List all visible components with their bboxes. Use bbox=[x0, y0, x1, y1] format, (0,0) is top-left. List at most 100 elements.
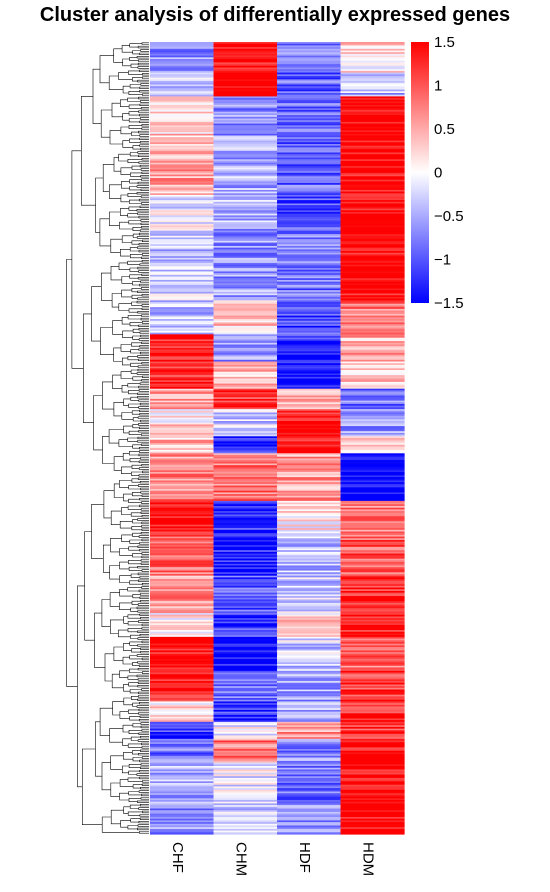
heatmap-cell bbox=[150, 228, 215, 232]
heatmap-cell bbox=[213, 609, 278, 612]
heatmap-cell bbox=[213, 288, 278, 291]
heatmap-cell bbox=[213, 251, 278, 254]
heatmap-cell bbox=[150, 658, 215, 662]
heatmap-cell bbox=[213, 602, 278, 606]
heatmap-cell bbox=[340, 526, 405, 529]
heatmap-cell bbox=[150, 121, 215, 125]
heatmap-cell bbox=[150, 349, 215, 352]
heatmap-cell bbox=[277, 548, 342, 551]
heatmap-cell bbox=[340, 534, 405, 538]
heatmap-cell bbox=[213, 798, 278, 801]
heatmap-cell bbox=[340, 694, 405, 697]
heatmap-cell bbox=[213, 648, 278, 652]
heatmap-cell bbox=[277, 176, 342, 179]
heatmap-cell bbox=[340, 621, 405, 624]
heatmap-cell bbox=[340, 747, 405, 750]
heatmap-cell bbox=[340, 745, 405, 748]
heatmap-cell bbox=[340, 570, 405, 573]
heatmap-cell bbox=[340, 567, 405, 570]
heatmap-cell bbox=[213, 339, 278, 342]
heatmap-cell bbox=[340, 618, 405, 621]
heatmap-cell bbox=[150, 584, 215, 587]
heatmap-cell bbox=[340, 721, 405, 725]
heatmap-cell bbox=[213, 465, 278, 468]
heatmap-cell bbox=[277, 443, 342, 446]
heatmap-cell bbox=[277, 788, 342, 791]
heatmap-cell bbox=[340, 383, 405, 386]
heatmap-cell bbox=[277, 825, 342, 828]
heatmap-cell bbox=[213, 509, 278, 512]
heatmap-cell bbox=[340, 485, 405, 488]
heatmap-cell bbox=[150, 652, 215, 655]
heatmap-cell bbox=[150, 492, 215, 495]
heatmap-cell bbox=[150, 145, 215, 148]
heatmap-cell bbox=[277, 213, 342, 216]
heatmap-cell bbox=[213, 111, 278, 114]
heatmap-cell bbox=[340, 759, 405, 762]
heatmap-cell bbox=[150, 118, 215, 121]
heatmap-cell bbox=[340, 424, 405, 427]
heatmap-cell bbox=[277, 390, 342, 393]
heatmap-cell bbox=[150, 764, 215, 767]
heatmap-cell bbox=[277, 439, 342, 442]
heatmap-cell bbox=[277, 534, 342, 538]
heatmap-cell bbox=[277, 662, 342, 665]
heatmap-cell bbox=[213, 675, 278, 679]
heatmap-cell bbox=[340, 174, 405, 177]
heatmap-cell bbox=[150, 167, 215, 171]
heatmap-cell bbox=[150, 70, 215, 74]
heatmap-cell bbox=[340, 128, 405, 131]
heatmap-cell bbox=[150, 726, 215, 730]
heatmap-cell bbox=[340, 563, 405, 567]
heatmap-cell bbox=[150, 373, 215, 376]
heatmap-cell bbox=[277, 648, 342, 652]
heatmap-cell bbox=[150, 307, 215, 310]
heatmap-cell bbox=[340, 359, 405, 363]
heatmap-cell bbox=[213, 558, 278, 561]
heatmap-cell bbox=[150, 602, 215, 606]
heatmap-cell bbox=[150, 426, 215, 429]
heatmap-cell bbox=[340, 166, 405, 169]
heatmap-cell bbox=[277, 132, 342, 135]
heatmap-cell bbox=[213, 526, 278, 529]
heatmap-cell bbox=[277, 505, 342, 509]
heatmap-cell bbox=[340, 658, 405, 662]
heatmap-cell bbox=[340, 562, 405, 565]
heatmap-cell bbox=[213, 303, 278, 307]
heatmap-cell bbox=[150, 575, 215, 578]
heatmap-cell bbox=[213, 499, 278, 502]
heatmap-cell bbox=[277, 762, 342, 765]
heatmap-cell bbox=[277, 643, 342, 646]
heatmap-cell bbox=[340, 611, 405, 614]
heatmap-cell bbox=[213, 570, 278, 573]
heatmap-cell bbox=[340, 222, 405, 225]
heatmap-cell bbox=[150, 798, 215, 801]
heatmap-cell bbox=[150, 701, 215, 704]
heatmap-cell bbox=[150, 132, 215, 135]
heatmap-cell bbox=[150, 534, 215, 538]
heatmap-cell bbox=[213, 281, 278, 284]
heatmap-cell bbox=[340, 189, 405, 193]
heatmap-cell bbox=[150, 147, 215, 150]
heatmap-cell bbox=[340, 310, 405, 313]
heatmap-cell bbox=[213, 217, 278, 220]
heatmap-cell bbox=[277, 194, 342, 198]
heatmap-cell bbox=[340, 687, 405, 691]
heatmap-cell bbox=[340, 760, 405, 764]
heatmap-cell bbox=[150, 592, 215, 595]
heatmap-cell bbox=[277, 623, 342, 626]
heatmap-cell bbox=[277, 720, 342, 723]
heatmap-cell bbox=[150, 465, 215, 468]
heatmap-cell bbox=[277, 801, 342, 805]
heatmap-cell bbox=[150, 120, 215, 123]
heatmap-cell bbox=[213, 349, 278, 352]
heatmap-cell bbox=[277, 626, 342, 629]
heatmap-cell bbox=[150, 539, 215, 543]
heatmap-cell bbox=[150, 176, 215, 179]
column-label: HDF bbox=[296, 842, 313, 873]
heatmap-cell bbox=[340, 607, 405, 611]
heatmap-cell bbox=[213, 672, 278, 675]
heatmap-cell bbox=[213, 618, 278, 621]
heatmap-cell bbox=[340, 295, 405, 298]
heatmap-cell bbox=[213, 793, 278, 796]
